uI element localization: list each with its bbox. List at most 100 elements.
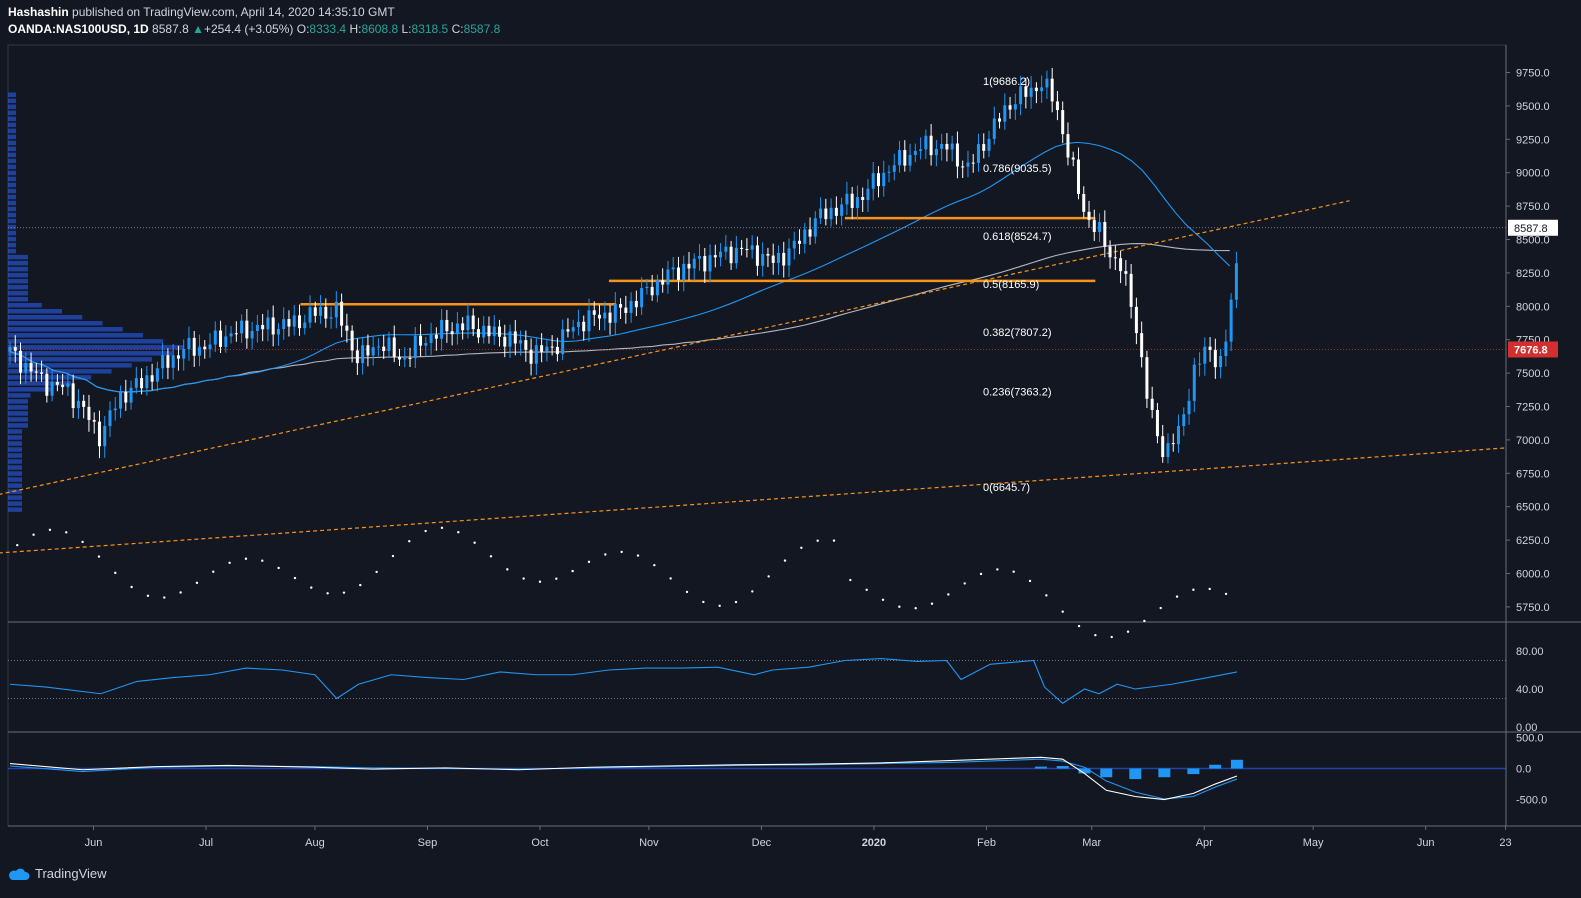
- price-axis-label: 9000.0: [1516, 168, 1550, 180]
- price-axis-label: 6750.0: [1516, 468, 1550, 480]
- volume-dot: [685, 590, 689, 594]
- candle-body: [934, 148, 938, 156]
- candle-body: [882, 172, 886, 187]
- volume-dot: [979, 572, 983, 576]
- volume-dot: [734, 600, 738, 604]
- profile-bar: [8, 206, 16, 212]
- profile-bar: [8, 423, 28, 428]
- profile-bar: [8, 333, 143, 338]
- candle-body: [498, 326, 502, 337]
- candle-body: [434, 334, 438, 339]
- volume-dot: [375, 570, 378, 574]
- candle-body: [734, 247, 738, 264]
- volume-dot: [326, 592, 329, 595]
- volume-dot: [996, 568, 999, 571]
- volume-dot: [114, 571, 117, 575]
- tradingview-brand[interactable]: TradingView: [8, 866, 107, 881]
- candle-body: [698, 256, 702, 259]
- profile-bar: [8, 92, 16, 98]
- volume-dot: [506, 568, 509, 571]
- candle-body: [1040, 87, 1044, 92]
- fib-label-1: 0.786(9035.5): [983, 163, 1052, 175]
- macd-histogram-bar: [1230, 759, 1243, 769]
- author-name[interactable]: Hashashin: [8, 5, 69, 19]
- macd-pane[interactable]: [8, 756, 1506, 801]
- macd-histogram-bar: [1078, 768, 1091, 774]
- candle-body: [819, 208, 823, 219]
- volume-dot: [800, 546, 803, 549]
- candle-body: [171, 355, 175, 368]
- candle-body: [1019, 86, 1023, 105]
- candle-body: [719, 251, 723, 258]
- candle-body: [445, 319, 449, 332]
- candle-body: [908, 154, 912, 166]
- candle-body: [661, 280, 665, 285]
- candle-body: [408, 357, 412, 359]
- volume-dot: [195, 581, 199, 585]
- fib-label-5: 0.236(7363.2): [983, 386, 1052, 398]
- candle-body: [587, 310, 591, 332]
- candle-body: [197, 346, 201, 356]
- candle-body: [366, 345, 370, 356]
- profile-bar: [8, 459, 22, 464]
- candle-body: [129, 387, 133, 403]
- open-value: 8333.4: [309, 22, 347, 36]
- rsi-axis-label: 40.00: [1516, 684, 1544, 696]
- candle-body: [619, 304, 623, 308]
- candle-body: [1087, 211, 1091, 220]
- profile-bar: [8, 248, 16, 254]
- volume-dot: [636, 554, 640, 557]
- rsi-axis-label: 80.00: [1516, 646, 1544, 658]
- candle-body: [924, 135, 928, 150]
- price-axis-label: 8000.0: [1516, 301, 1550, 313]
- profile-bar: [8, 230, 16, 236]
- candle-body: [613, 304, 617, 323]
- main-pane[interactable]: 1(9686.2) 0.786(9035.5) 0.618(8524.7) 0.5(8…: [0, 67, 1506, 639]
- candle-body: [992, 118, 996, 139]
- profile-bar: [8, 387, 51, 392]
- candle-body: [419, 335, 423, 346]
- candle-body: [66, 383, 70, 388]
- volume-dot: [1110, 635, 1113, 639]
- volume-dot: [48, 528, 52, 532]
- candle-body: [1213, 349, 1217, 368]
- volume-dot: [359, 583, 362, 587]
- candle-body: [703, 256, 707, 272]
- candle-body: [492, 326, 496, 337]
- candle-body: [103, 425, 107, 447]
- candle-body: [1008, 105, 1012, 110]
- candle-body: [1029, 87, 1033, 97]
- candle-body: [750, 245, 754, 250]
- candle-body: [276, 329, 280, 335]
- volume-dot: [963, 582, 966, 585]
- profile-bar: [8, 351, 173, 356]
- candle-body: [824, 208, 828, 220]
- candle-body: [955, 143, 959, 167]
- candle-body: [161, 355, 165, 369]
- candle-body: [455, 323, 459, 335]
- candle-body: [1219, 356, 1223, 368]
- volume-dot: [604, 553, 607, 556]
- symbol-name[interactable]: OANDA:NAS100USD, 1D: [8, 22, 149, 36]
- candle-body: [8, 347, 12, 352]
- candle-body: [919, 149, 923, 151]
- profile-bar: [8, 453, 22, 458]
- last-price-tag-text: 8587.8: [1514, 223, 1548, 235]
- candle-body: [640, 288, 644, 308]
- price-axis-label: 8500.0: [1516, 235, 1550, 247]
- candle-body: [1024, 86, 1028, 97]
- volume-dot: [244, 557, 248, 560]
- rsi-pane[interactable]: [8, 658, 1506, 704]
- profile-bar: [8, 104, 16, 110]
- volume-dot: [146, 594, 150, 597]
- candle-body: [1150, 398, 1154, 411]
- macd-histogram-bar: [1209, 764, 1222, 769]
- volume-dot: [391, 554, 395, 558]
- candle-body: [1045, 78, 1049, 88]
- candle-body: [608, 312, 612, 323]
- candle-body: [1155, 410, 1159, 437]
- published-text: published on TradingView.com, April 14, …: [72, 5, 395, 19]
- volume-dot: [538, 580, 542, 583]
- candle-body: [87, 406, 91, 420]
